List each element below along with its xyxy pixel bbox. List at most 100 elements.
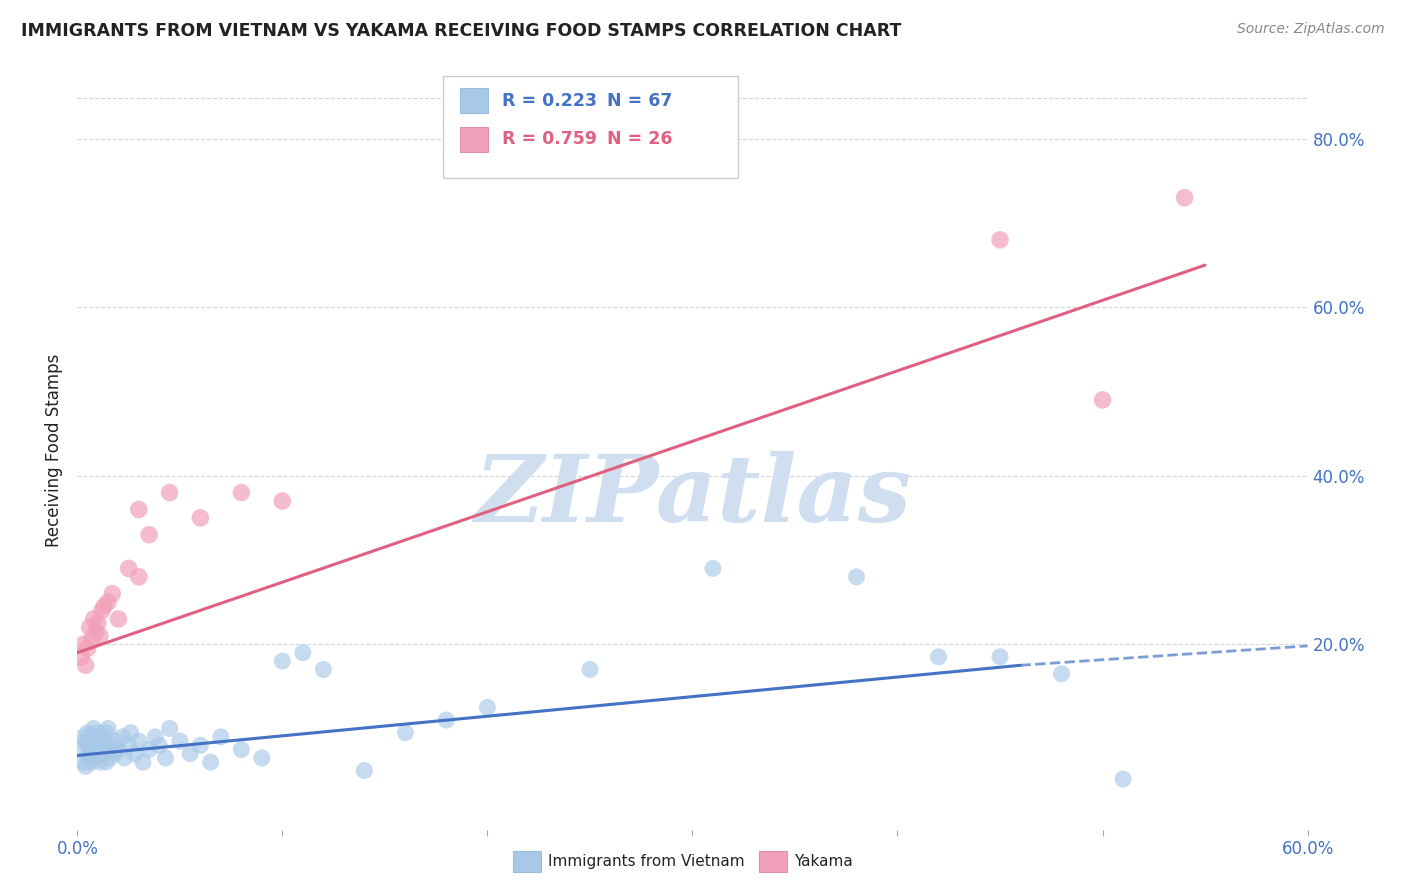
Point — [159, 722, 181, 736]
Point — [132, 755, 155, 769]
Point — [79, 747, 101, 761]
Point — [101, 587, 124, 601]
Point — [124, 747, 146, 761]
Point — [111, 730, 134, 744]
Point — [75, 759, 97, 773]
Point — [1174, 191, 1197, 205]
Point — [148, 739, 170, 753]
Point — [143, 730, 166, 744]
Point — [579, 663, 602, 677]
Point — [1112, 772, 1135, 786]
Y-axis label: Receiving Food Stamps: Receiving Food Stamps — [45, 354, 63, 547]
Point — [169, 734, 191, 748]
Point — [117, 561, 139, 575]
Point — [128, 502, 150, 516]
Point — [138, 527, 160, 541]
Point — [107, 612, 129, 626]
Point — [84, 739, 107, 753]
Point — [79, 620, 101, 634]
Point — [93, 599, 115, 614]
Point — [89, 742, 111, 756]
Text: R = 0.223: R = 0.223 — [502, 92, 598, 110]
Point — [83, 722, 105, 736]
Point — [87, 616, 110, 631]
Point — [988, 649, 1011, 664]
Point — [83, 742, 105, 756]
Point — [250, 751, 273, 765]
Point — [97, 722, 120, 736]
Point — [155, 751, 177, 765]
Point — [114, 751, 136, 765]
Point — [128, 734, 150, 748]
Point — [94, 725, 117, 739]
Point — [84, 751, 107, 765]
Point — [97, 742, 120, 756]
Point — [76, 739, 98, 753]
Point — [312, 663, 335, 677]
Point — [90, 730, 114, 744]
Point — [80, 633, 103, 648]
Point — [394, 725, 416, 739]
Point — [1091, 392, 1114, 407]
Point — [117, 739, 139, 753]
Point — [179, 747, 201, 761]
Point — [103, 747, 125, 761]
Point — [72, 755, 94, 769]
Point — [79, 734, 101, 748]
Point — [200, 755, 222, 769]
Point — [988, 233, 1011, 247]
Point — [75, 734, 97, 748]
Point — [928, 649, 950, 664]
Text: R = 0.759: R = 0.759 — [502, 130, 598, 148]
Text: IMMIGRANTS FROM VIETNAM VS YAKAMA RECEIVING FOOD STAMPS CORRELATION CHART: IMMIGRANTS FROM VIETNAM VS YAKAMA RECEIV… — [21, 22, 901, 40]
Point — [271, 654, 294, 668]
Point — [76, 751, 98, 765]
Point — [76, 725, 98, 739]
Point — [231, 742, 253, 756]
Point — [90, 603, 114, 617]
Point — [89, 755, 111, 769]
Point — [231, 485, 253, 500]
Point — [120, 725, 142, 739]
Point — [188, 511, 212, 525]
Point — [353, 764, 375, 778]
Point — [72, 730, 94, 744]
Point — [84, 624, 107, 639]
Text: N = 26: N = 26 — [607, 130, 673, 148]
Point — [97, 595, 120, 609]
Text: Source: ZipAtlas.com: Source: ZipAtlas.com — [1237, 22, 1385, 37]
Point — [128, 570, 150, 584]
Point — [93, 747, 115, 761]
Point — [70, 742, 93, 756]
Point — [87, 747, 110, 761]
Point — [93, 734, 115, 748]
Point — [138, 742, 160, 756]
Point — [80, 755, 103, 769]
Point — [80, 730, 103, 744]
Point — [98, 751, 121, 765]
Point — [105, 734, 128, 748]
Point — [845, 570, 868, 584]
Point — [209, 730, 232, 744]
Point — [271, 494, 294, 508]
Point — [702, 561, 724, 575]
Point — [101, 739, 124, 753]
Point — [1050, 666, 1073, 681]
Text: N = 67: N = 67 — [607, 92, 672, 110]
Point — [107, 742, 129, 756]
Point — [87, 725, 110, 739]
Text: Immigrants from Vietnam: Immigrants from Vietnam — [548, 855, 745, 869]
Point — [70, 649, 93, 664]
Text: ZIPatlas: ZIPatlas — [474, 451, 911, 541]
Point — [89, 629, 111, 643]
Text: Yakama: Yakama — [794, 855, 853, 869]
Point — [90, 739, 114, 753]
Point — [159, 485, 181, 500]
Point — [87, 734, 110, 748]
Point — [76, 641, 98, 656]
Point — [94, 755, 117, 769]
Point — [291, 646, 314, 660]
Point — [477, 700, 499, 714]
Point — [72, 637, 94, 651]
Point — [188, 739, 212, 753]
